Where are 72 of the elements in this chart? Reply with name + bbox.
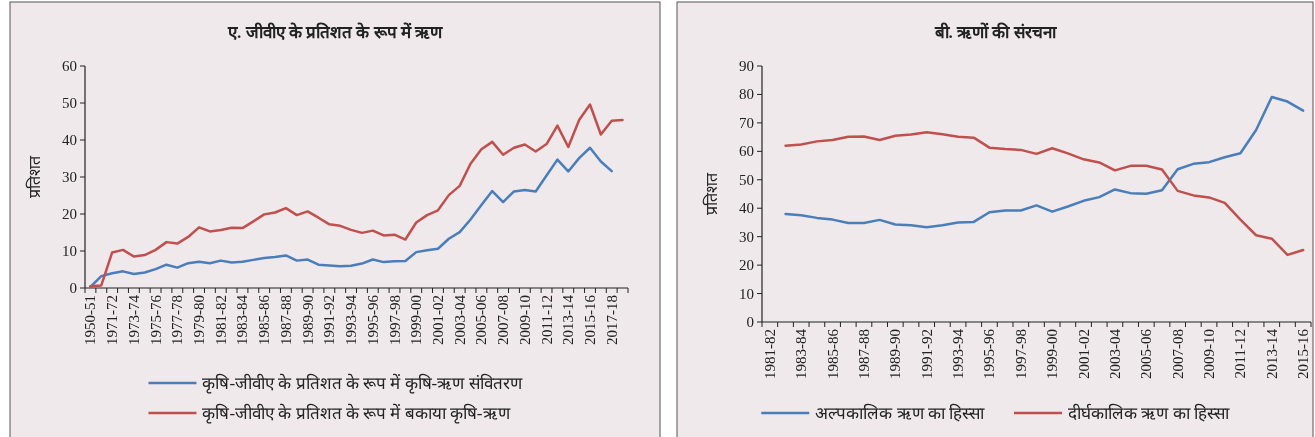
x-tick-label: 1987-88 — [277, 295, 294, 345]
x-tick-label: 1983-84 — [793, 328, 810, 379]
legend-label: अल्पकालिक ऋण का हिस्सा — [815, 403, 985, 423]
y-tick-label: 70 — [739, 114, 754, 131]
chart-title: बी. ऋणों की संरचना — [933, 22, 1057, 42]
x-tick-label: 1989-90 — [887, 329, 904, 379]
x-tick-label: 1993-94 — [950, 328, 967, 379]
y-tick-label: 80 — [739, 86, 754, 103]
x-tick-label: 1973-74 — [125, 294, 142, 345]
x-tick-label: 1989-90 — [299, 295, 316, 345]
x-tick-label: 2013-14 — [560, 294, 577, 345]
chart-title: ए. जीवीए के प्रतिशत के रूप में ऋण — [227, 22, 443, 42]
x-tick-label: 1991-92 — [321, 295, 338, 345]
x-tick-label: 1977-78 — [169, 295, 186, 345]
y-tick-label: 90 — [739, 58, 754, 74]
x-tick-label: 1995-96 — [981, 328, 998, 379]
x-tick-label: 1997-98 — [386, 295, 403, 345]
y-tick-label: 60 — [62, 58, 77, 74]
x-tick-label: 2007-08 — [1169, 329, 1186, 379]
x-tick-label: 2009-10 — [516, 295, 533, 345]
x-tick-label: 1999-00 — [1044, 329, 1061, 379]
line-series — [784, 131, 1305, 257]
legend-label: कृषि-जीवीए के प्रतिशत के रूप में कृषि-ऋण संवितरण — [202, 373, 523, 394]
x-tick-label: 1983-84 — [234, 294, 251, 345]
x-tick-label: 1985-86 — [824, 328, 841, 379]
x-tick-label: 2017-18 — [603, 295, 620, 345]
line-series — [89, 103, 624, 288]
x-tick-label: 2013-14 — [1263, 328, 1280, 379]
y-tick-label: 50 — [62, 95, 77, 111]
x-tick-label: 1991-92 — [918, 329, 935, 379]
y-tick-label: 0 — [746, 314, 754, 330]
line-series — [784, 95, 1305, 229]
x-tick-label: 2001-02 — [1075, 329, 1092, 379]
y-tick-label: 60 — [739, 143, 754, 160]
x-tick-label: 2007-08 — [495, 295, 512, 345]
y-tick-label: 50 — [739, 171, 754, 188]
x-tick-label: 1981-82 — [761, 329, 778, 379]
y-tick-label: 30 — [739, 228, 754, 245]
x-tick-label: 1979-80 — [191, 295, 208, 345]
x-tick-label: 2011-12 — [1232, 329, 1249, 379]
x-tick-label: 2009-10 — [1201, 329, 1218, 379]
y-axis-title: प्रतिशत — [25, 155, 43, 198]
x-tick-label: 1981-82 — [212, 295, 229, 345]
y-tick-label: 10 — [62, 243, 77, 259]
x-tick-label: 1999-00 — [408, 295, 425, 345]
legend-label: कृषि-जीवीए के प्रतिशत के रूप में बकाया कृषि-ऋण — [202, 403, 511, 424]
x-tick-label: 2015-16 — [581, 294, 598, 345]
x-tick-label: 1975-76 — [147, 294, 164, 345]
x-tick-label: 2003-04 — [1106, 328, 1123, 379]
y-tick-label: 30 — [62, 169, 77, 185]
y-axis-title: प्रतिशत — [702, 172, 720, 215]
line-series — [89, 146, 613, 289]
x-tick-label: 2011-12 — [538, 295, 555, 345]
y-tick-label: 0 — [69, 280, 77, 296]
x-tick-label: 1987-88 — [855, 329, 872, 379]
x-tick-label: 1993-94 — [343, 294, 360, 345]
y-tick-label: 40 — [739, 200, 754, 217]
y-tick-label: 20 — [62, 206, 77, 222]
x-tick-label: 1971-72 — [104, 295, 121, 345]
legend-label: दीर्घकालिक ऋण का हिस्सा — [1068, 403, 1230, 423]
x-tick-label: 1985-86 — [256, 294, 273, 345]
x-tick-label: 1950-51 — [82, 295, 99, 345]
y-tick-label: 10 — [739, 285, 754, 302]
y-tick-label: 40 — [62, 132, 77, 148]
x-tick-label: 2005-06 — [473, 294, 490, 345]
x-tick-label: 1997-98 — [1012, 329, 1029, 379]
x-tick-label: 2001-02 — [429, 295, 446, 345]
x-tick-label: 2015-16 — [1295, 328, 1312, 379]
y-tick-label: 20 — [739, 257, 754, 274]
x-tick-label: 1995-96 — [364, 294, 381, 345]
x-tick-label: 2003-04 — [451, 294, 468, 345]
x-tick-label: 2005-06 — [1138, 328, 1155, 379]
